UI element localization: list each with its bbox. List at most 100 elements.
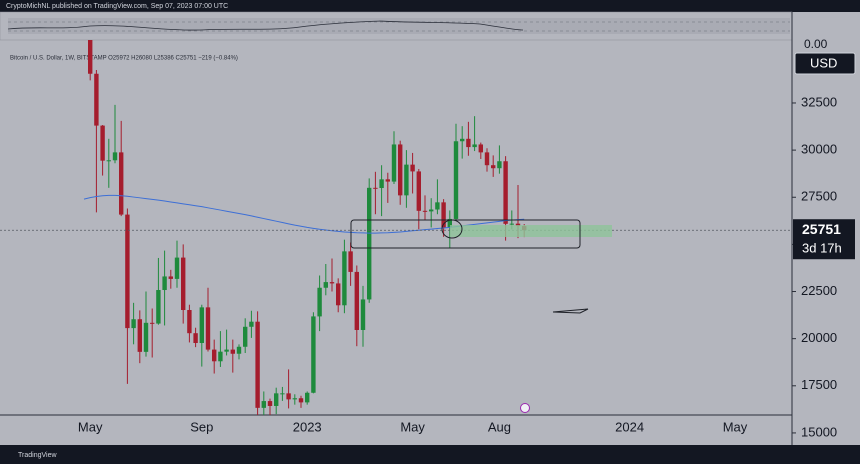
candle-body <box>305 392 310 403</box>
y-tick-label: 22500 <box>801 283 837 298</box>
candle-body <box>441 202 446 228</box>
candle-body <box>422 210 428 212</box>
candle-body <box>224 349 229 352</box>
candle-body <box>243 326 248 347</box>
candle-body <box>503 161 508 224</box>
candle-body <box>379 179 384 189</box>
candle-body <box>298 398 304 403</box>
candle-body <box>460 138 465 142</box>
candle-body <box>317 287 322 317</box>
candle-body <box>515 223 521 227</box>
drawn-arrow <box>552 308 589 314</box>
candle-body <box>280 393 285 395</box>
drawn-box <box>350 219 581 249</box>
candle-body <box>168 276 173 279</box>
candle-body <box>100 125 105 161</box>
y-tick-label: 17500 <box>801 377 837 392</box>
candle-body <box>453 141 459 219</box>
x-tick-label: Aug <box>488 419 511 434</box>
top-bar <box>0 0 860 12</box>
candle-body <box>236 346 242 354</box>
last-price-label: 25751 <box>802 221 841 237</box>
candle-body <box>205 307 211 350</box>
candle-body <box>329 282 335 284</box>
header: CryptoMichNL published on TradingView.co… <box>6 3 228 10</box>
candle-body <box>348 251 353 272</box>
candle-body <box>150 322 155 324</box>
candle-body <box>391 144 397 182</box>
currency-button[interactable] <box>794 52 856 75</box>
candle-body <box>193 333 198 343</box>
candle-body <box>267 401 273 406</box>
event-marker[interactable] <box>520 403 530 413</box>
currency[interactable]: USD <box>810 55 837 70</box>
candle-body <box>187 310 192 334</box>
y-tick-label: 32500 <box>801 94 837 109</box>
candle-body <box>261 401 266 408</box>
candle-body <box>472 144 477 148</box>
candle-body <box>367 187 372 300</box>
candle-body <box>255 321 260 408</box>
candle-body <box>106 160 111 162</box>
footer-bar <box>0 445 860 464</box>
countdown-label: 3d 17h <box>802 241 842 256</box>
candle-body <box>174 257 180 279</box>
last-price-box <box>793 219 855 260</box>
candle-body <box>447 218 452 228</box>
candle-body <box>119 152 124 215</box>
candle-body <box>373 187 378 189</box>
candle-body <box>491 165 496 169</box>
candle-body <box>212 349 217 362</box>
legend: Bitcoin / U.S. Dollar, 1W, BITSTAMP O259… <box>10 56 238 62</box>
drawn-circle <box>441 219 463 239</box>
candle-body <box>249 321 254 327</box>
candle-body <box>404 164 409 196</box>
y-tick-label: 20000 <box>801 330 837 345</box>
candle-body <box>336 283 341 306</box>
x-tick-label: May <box>400 419 425 434</box>
candle-body <box>162 276 167 291</box>
candle-body <box>416 171 421 211</box>
candle-body <box>274 393 279 406</box>
candle-body <box>311 316 316 393</box>
candle-body <box>199 307 204 343</box>
candle-body <box>181 257 186 310</box>
candle-body <box>410 164 415 172</box>
candle-body <box>509 223 514 225</box>
indicator-value: 0.00 <box>804 37 828 51</box>
candle-body <box>230 349 235 354</box>
candle-body <box>435 202 440 210</box>
x-tick-label: 2023 <box>293 419 322 434</box>
chart-background <box>0 12 860 445</box>
indicator-line <box>7 20 524 31</box>
candle-body <box>137 319 142 352</box>
y-tick-label: 15000 <box>801 424 837 439</box>
candle-body <box>323 282 328 288</box>
candle-body <box>94 73 99 126</box>
candle-body <box>478 144 483 153</box>
candle-body <box>497 161 502 169</box>
candle-body <box>385 179 390 182</box>
candle-body <box>286 393 291 400</box>
candle-body <box>143 322 149 352</box>
x-tick-label: 2024 <box>615 419 644 434</box>
candle-body <box>112 152 118 161</box>
x-tick-label: Sep <box>190 419 213 434</box>
candle-body <box>429 209 434 212</box>
plot-area <box>0 40 792 415</box>
candle-body <box>292 398 297 400</box>
y-tick-label: 30000 <box>801 142 837 157</box>
candle-body <box>466 138 471 148</box>
candle-body <box>125 214 130 329</box>
candle-body <box>398 144 403 196</box>
candle-body <box>156 290 161 324</box>
candle-body <box>354 271 359 330</box>
candle-body <box>131 319 136 329</box>
x-tick-label: May <box>78 419 103 434</box>
x-tick-label: May <box>723 419 748 434</box>
candle-body <box>88 40 93 74</box>
support-zone <box>450 225 612 237</box>
candle-body <box>218 351 223 362</box>
